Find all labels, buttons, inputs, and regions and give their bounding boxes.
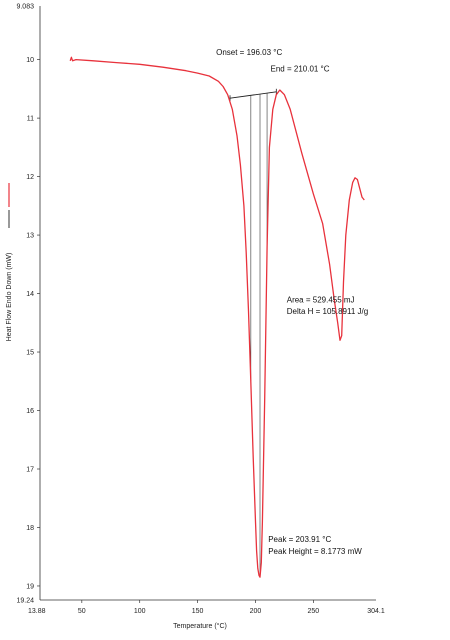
x-tick-label: 13.88: [28, 608, 46, 615]
x-tick-label: 304.1: [367, 608, 385, 615]
x-tick-label: 250: [308, 608, 320, 615]
annotations: Onset = 196.03 °C End = 210.01 °C Area = 5…: [216, 48, 368, 556]
annotation-label: Onset = 196.03 °C: [216, 48, 282, 57]
y-tick-label: 13: [26, 233, 34, 240]
annotation-label: End = 210.01 °C: [271, 64, 330, 73]
annotation-label: Area = 529.455 mJ: [287, 295, 355, 304]
x-axis-label: Temperature (°C): [173, 622, 227, 630]
x-tick-label: 150: [192, 608, 204, 615]
y-tick-label: 19: [26, 583, 34, 590]
y-tick-label: 12: [26, 174, 34, 181]
x-tick-label: 100: [134, 608, 146, 615]
series-line: [69, 56, 365, 578]
y-tick-label: 19.24: [16, 598, 34, 605]
x-tick-label: 50: [78, 608, 86, 615]
y-tick-label: 10: [26, 57, 34, 64]
y-tick-label: 15: [26, 350, 34, 357]
integration-baseline: [229, 91, 277, 99]
y-tick-label: 14: [26, 291, 34, 298]
x-tick-label: 200: [250, 608, 262, 615]
y-tick-label: 18: [26, 525, 34, 532]
y-tick-label: 11: [27, 116, 34, 123]
axes: [37, 6, 376, 603]
annotation-label: Delta H = 105.8911 J/g: [287, 307, 368, 316]
chart-marks: [69, 56, 365, 578]
y-tick-label: 9.083: [16, 4, 34, 11]
annotation-label: Peak = 203.91 °C: [268, 535, 331, 544]
tick-labels: 9.083 10 11 12 13 14 15 16 17 18 19 19.24 13.88 50 100…: [16, 4, 384, 616]
y-axis-label: Heat Flow Endo Down (mW): [6, 253, 13, 342]
annotation-label: Peak Height = 8.1773 mW: [268, 547, 362, 556]
y-tick-label: 16: [26, 408, 34, 415]
y-axis-title-group: Heat Flow Endo Down (mW): [6, 183, 13, 341]
y-tick-label: 17: [26, 467, 34, 474]
